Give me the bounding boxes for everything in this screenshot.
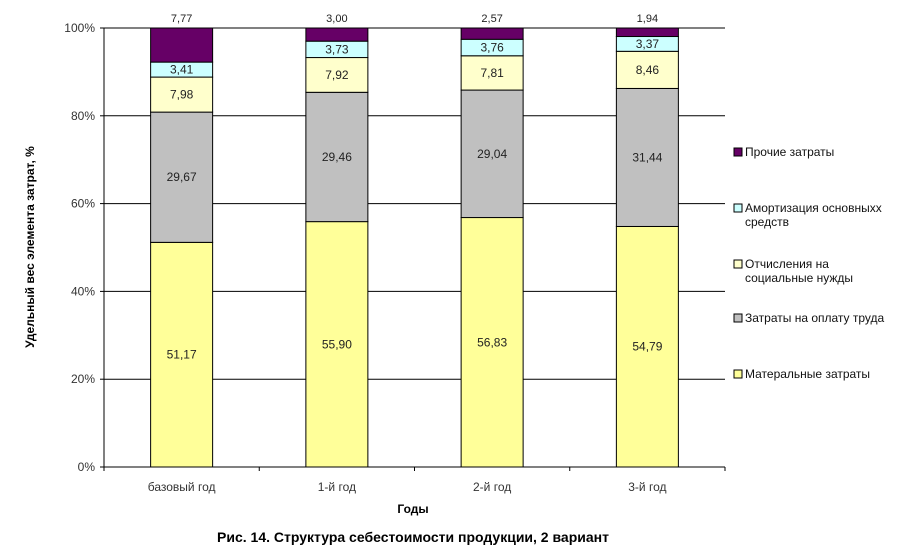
x-tick-label: базовый год	[148, 480, 216, 494]
y-axis-title: Удельный вес элемента затрат, %	[23, 146, 37, 348]
data-label: 29,46	[322, 150, 352, 164]
legend-label: Матеральные затраты	[745, 367, 870, 381]
data-label: 7,77	[171, 13, 192, 25]
data-label: 7,81	[480, 66, 504, 80]
legend-swatch	[733, 147, 743, 157]
y-tick-label: 0%	[78, 460, 96, 474]
data-label: 3,73	[325, 42, 349, 56]
bar-segment	[150, 27, 214, 63]
data-label: 8,46	[636, 63, 660, 77]
x-tick-label: 1-й год	[318, 480, 356, 494]
y-tick-label: 60%	[71, 197, 95, 211]
bar-segment	[615, 225, 679, 468]
data-label: 2,57	[481, 13, 502, 25]
x-axis-ticks: базовый год 1-й год 2-й год 3-й год	[103, 467, 726, 494]
x-tick-label: 3-й год	[628, 480, 666, 494]
data-label: 3,37	[636, 37, 660, 51]
legend-label: средств	[745, 215, 789, 229]
data-label: 7,92	[325, 68, 349, 82]
data-label: 55,90	[322, 337, 352, 351]
data-label: 3,76	[480, 41, 504, 55]
legend-swatch	[733, 203, 743, 213]
bar-segment	[460, 217, 524, 468]
y-tick-label: 40%	[71, 284, 95, 298]
legend-label: Амортизация основныхх	[745, 201, 882, 215]
legend-label: Прочие затраты	[745, 145, 834, 159]
legend-swatch	[733, 369, 743, 379]
bar-segment	[460, 89, 524, 219]
legend-swatch	[733, 259, 743, 269]
data-label: 1,94	[637, 13, 658, 25]
figure-caption: Рис. 14. Структура себестоимости продукц…	[217, 529, 609, 545]
data-label: 54,79	[632, 340, 662, 354]
bar-segment	[305, 57, 369, 93]
bar-segment	[305, 221, 369, 468]
legend-swatch	[733, 313, 743, 323]
data-label: 3,41	[170, 63, 194, 77]
bar-segment	[305, 27, 369, 42]
data-label: 56,83	[477, 335, 507, 349]
bar-segment	[460, 55, 524, 91]
y-tick-label: 80%	[71, 109, 95, 123]
legend-label: Затраты на оплату труда	[745, 311, 885, 325]
x-axis-title: Годы	[397, 502, 428, 516]
bars: 51,17 29,67 7,98 3,41 7,77 55,90 29,46 7,92 3,73…	[150, 13, 679, 468]
legend: Прочие затраты Амортизация основныххсредс…	[733, 145, 885, 381]
legend-label: Отчисления на	[745, 257, 829, 271]
bar-segment	[305, 91, 369, 223]
data-label: 3,00	[326, 13, 347, 25]
y-tick-label: 100%	[64, 21, 95, 35]
bar-segment	[615, 27, 679, 38]
data-label: 51,17	[167, 348, 197, 362]
bar-segment	[150, 241, 214, 468]
y-tick-label: 20%	[71, 372, 95, 386]
data-label: 7,98	[170, 88, 194, 102]
legend-label: социальные нужды	[745, 271, 853, 285]
data-label: 31,44	[632, 150, 662, 164]
y-axis-ticks: 0% 20% 40% 60% 80% 100%	[64, 21, 104, 474]
bar-segment	[150, 76, 214, 113]
data-label: 29,04	[477, 147, 507, 161]
bar-segment	[150, 111, 214, 243]
x-tick-label: 2-й год	[473, 480, 511, 494]
bar-segment	[460, 27, 524, 40]
data-label: 29,67	[167, 170, 197, 184]
